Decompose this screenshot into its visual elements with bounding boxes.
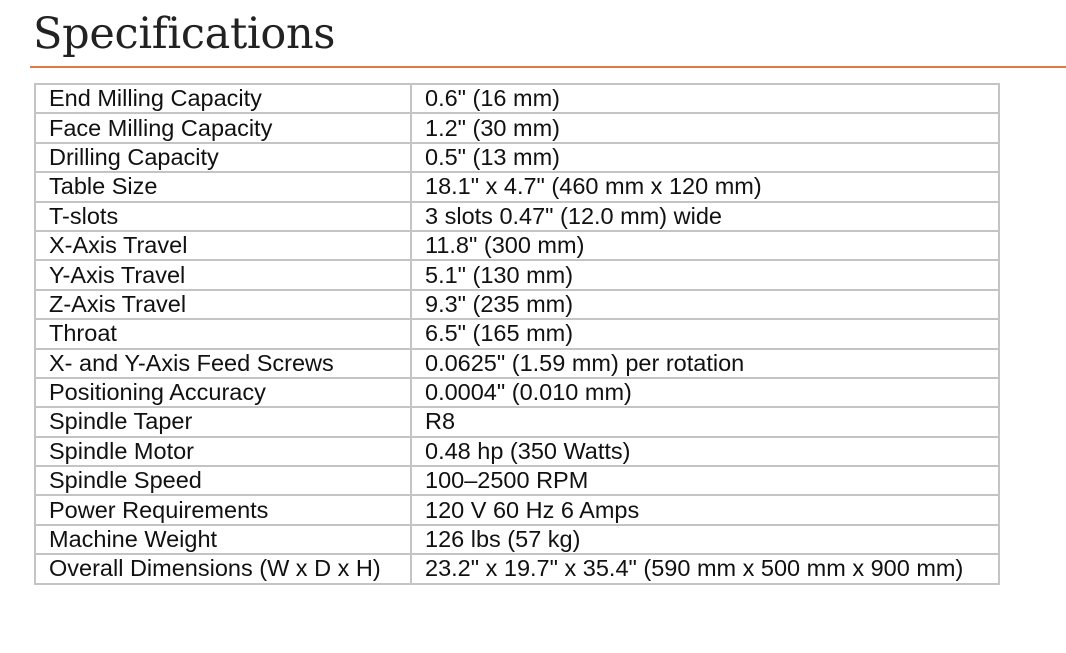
spec-label-cell: Spindle Motor [34, 435, 412, 468]
spec-label-cell: Machine Weight [34, 523, 412, 556]
spec-label-cell: X- and Y-Axis Feed Screws [34, 347, 412, 379]
spec-label-cell: Face Milling Capacity [34, 112, 412, 144]
specifications-table: End Milling Capacity 0.6" (16 mm) Face M… [34, 82, 1000, 585]
spec-value-cell: 5.1" (130 mm) [410, 259, 1000, 291]
spec-label-cell: Spindle Speed [34, 465, 412, 497]
spec-value-cell: 23.2" x 19.7" x 35.4" (590 mm x 500 mm x… [410, 553, 1000, 585]
table-row: Spindle Motor 0.48 hp (350 Watts) [34, 435, 1000, 468]
spec-label-cell: Drilling Capacity [34, 141, 412, 174]
spec-label-cell: Overall Dimensions (W x D x H) [34, 553, 412, 585]
table-row: X- and Y-Axis Feed Screws 0.0625" (1.59 … [34, 347, 1000, 379]
table-row: Overall Dimensions (W x D x H) 23.2" x 1… [34, 553, 1000, 585]
table-row: Spindle Taper R8 [34, 406, 1000, 438]
table-row: Z-Axis Travel 9.3" (235 mm) [34, 288, 1000, 321]
spec-value-cell: 18.1" x 4.7" (460 mm x 120 mm) [410, 171, 1000, 203]
page-title: Specifications [33, 9, 336, 59]
table-row: T-slots 3 slots 0.47" (12.0 mm) wide [34, 200, 1000, 232]
spec-label-cell: End Milling Capacity [34, 82, 412, 115]
table-row: Machine Weight 126 lbs (57 kg) [34, 523, 1000, 556]
spec-label-cell: Positioning Accuracy [34, 376, 412, 409]
spec-value-cell: 1.2" (30 mm) [410, 112, 1000, 144]
specifications-table-body: End Milling Capacity 0.6" (16 mm) Face M… [34, 82, 1000, 585]
table-row: Drilling Capacity 0.5" (13 mm) [34, 141, 1000, 174]
spec-label-cell: Power Requirements [34, 494, 412, 526]
table-row: Throat 6.5" (165 mm) [34, 318, 1000, 350]
table-row: Table Size 18.1" x 4.7" (460 mm x 120 mm… [34, 171, 1000, 203]
spec-value-cell: R8 [410, 406, 1000, 438]
spec-value-cell: 0.0625" (1.59 mm) per rotation [410, 347, 1000, 379]
spec-value-cell: 100–2500 RPM [410, 465, 1000, 497]
table-row: End Milling Capacity 0.6" (16 mm) [34, 82, 1000, 115]
spec-value-cell: 9.3" (235 mm) [410, 288, 1000, 321]
spec-label-cell: X-Axis Travel [34, 229, 412, 262]
table-row: Positioning Accuracy 0.0004" (0.010 mm) [34, 376, 1000, 409]
spec-value-cell: 6.5" (165 mm) [410, 318, 1000, 350]
table-row: Y-Axis Travel 5.1" (130 mm) [34, 259, 1000, 291]
table-row: Power Requirements 120 V 60 Hz 6 Amps [34, 494, 1000, 526]
spec-label-cell: Z-Axis Travel [34, 288, 412, 321]
spec-value-cell: 120 V 60 Hz 6 Amps [410, 494, 1000, 526]
title-divider [30, 66, 1066, 68]
spec-label-cell: Table Size [34, 171, 412, 203]
spec-value-cell: 0.5" (13 mm) [410, 141, 1000, 174]
spec-label-cell: T-slots [34, 200, 412, 232]
spec-value-cell: 11.8" (300 mm) [410, 229, 1000, 262]
spec-value-cell: 3 slots 0.47" (12.0 mm) wide [410, 200, 1000, 232]
spec-value-cell: 0.0004" (0.010 mm) [410, 376, 1000, 409]
spec-value-cell: 0.48 hp (350 Watts) [410, 435, 1000, 468]
spec-label-cell: Throat [34, 318, 412, 350]
spec-label-cell: Y-Axis Travel [34, 259, 412, 291]
table-row: X-Axis Travel 11.8" (300 mm) [34, 229, 1000, 262]
spec-value-cell: 0.6" (16 mm) [410, 82, 1000, 115]
table-row: Spindle Speed 100–2500 RPM [34, 465, 1000, 497]
table-row: Face Milling Capacity 1.2" (30 mm) [34, 112, 1000, 144]
spec-value-cell: 126 lbs (57 kg) [410, 523, 1000, 556]
spec-label-cell: Spindle Taper [34, 406, 412, 438]
